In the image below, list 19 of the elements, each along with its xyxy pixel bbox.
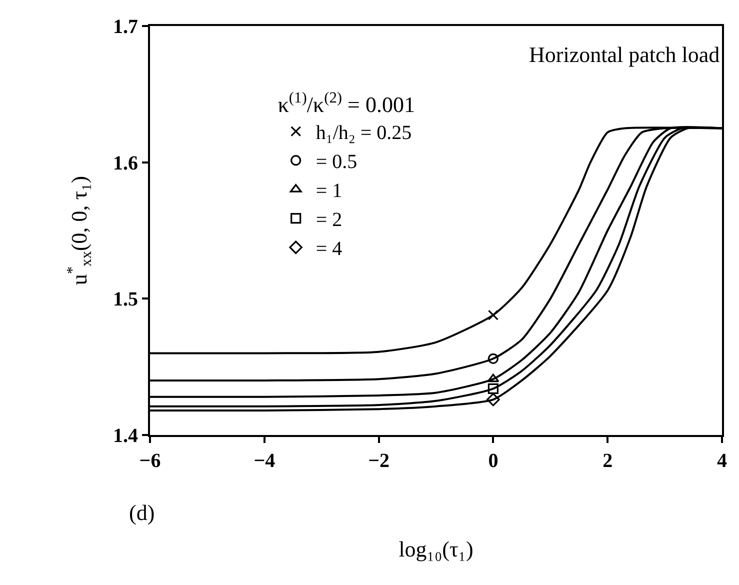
x-axis-title: log₁₀(τ₁) — [398, 536, 474, 562]
text: (d) — [129, 500, 155, 525]
x-tick-label: 4 — [717, 450, 727, 472]
legend-label: = 2 — [316, 209, 342, 232]
x-tick-label: 0 — [488, 450, 498, 472]
legend-title: κ$^{(1)}$/κ$^{(2)}$ = 0.001 — [278, 90, 415, 117]
x-tick-label: −2 — [368, 450, 390, 472]
legend-label: h₁/h₂ = 0.25 — [316, 122, 412, 144]
legend-label: = 0.5 — [316, 151, 358, 174]
y-tick-label: 1.6 — [113, 152, 138, 174]
y-tick-label: 1.7 — [113, 16, 138, 38]
x-tick-label: 2 — [602, 450, 613, 472]
annotation: Horizontal patch load — [529, 42, 720, 67]
y-tick-label: 1.5 — [113, 288, 138, 311]
legend-label: = 4 — [316, 238, 342, 260]
y-tick-label: 1.4 — [113, 425, 138, 447]
x-tick-label: −6 — [139, 450, 161, 472]
legend-label: = 1 — [316, 180, 342, 202]
x-tick-label: −4 — [254, 450, 276, 472]
